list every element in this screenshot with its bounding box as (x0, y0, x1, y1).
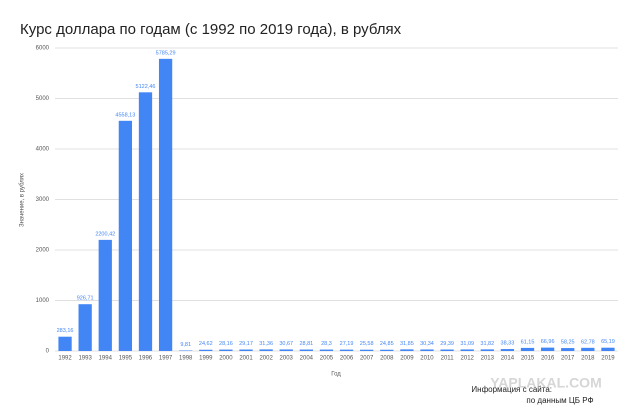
data-label: 61,15 (521, 339, 535, 345)
y-tick-label: 5000 (36, 96, 50, 102)
bar (199, 349, 213, 351)
x-tick-label: 1993 (78, 356, 92, 362)
data-label: 27,19 (340, 341, 354, 347)
bar (239, 349, 253, 351)
bar (319, 349, 334, 351)
bar (380, 349, 394, 351)
bar (299, 349, 313, 351)
chart-title: Курс доллара по годам (с 1992 по 2019 го… (20, 21, 402, 38)
bar (279, 349, 293, 351)
bar (58, 336, 72, 351)
bar (520, 347, 535, 351)
data-label: 65,19 (601, 339, 615, 345)
data-label: 30,34 (420, 341, 434, 347)
bar (500, 349, 515, 351)
x-tick-label: 2014 (501, 356, 515, 362)
x-tick-label: 2019 (601, 356, 615, 362)
bar (360, 349, 374, 351)
y-tick-label: 4000 (36, 147, 50, 153)
bar (78, 304, 92, 351)
data-label: 58,25 (561, 340, 575, 346)
x-tick-label: 2000 (219, 356, 233, 362)
x-tick-label: 1997 (159, 356, 173, 362)
data-label: 24,85 (380, 341, 394, 347)
watermark: YAPLAKAL.COM (490, 375, 602, 391)
x-tick-label: 2006 (340, 356, 354, 362)
data-label: 31,09 (460, 341, 474, 347)
y-tick-label: 0 (46, 349, 50, 355)
y-tick-label: 1000 (36, 298, 50, 304)
data-label: 283,16 (57, 328, 74, 334)
x-tick-label: 2013 (481, 356, 495, 362)
x-tick-label: 1992 (58, 356, 72, 362)
bar (158, 58, 173, 351)
data-label: 28,81 (299, 341, 313, 347)
x-tick-label: 2007 (360, 356, 374, 362)
data-label: 31,85 (400, 341, 414, 347)
x-tick-label: 1996 (139, 356, 153, 362)
bar (118, 120, 133, 351)
bar (480, 349, 494, 351)
x-tick-label: 2012 (461, 356, 475, 362)
x-tick-label: 2005 (320, 356, 334, 362)
y-tick-label: 3000 (36, 197, 50, 203)
data-label: 31,36 (259, 341, 273, 347)
x-tick-label: 2018 (581, 356, 595, 362)
annotation: Информация с сайта: (471, 385, 552, 394)
data-label: 30,67 (279, 341, 293, 347)
bar (440, 349, 454, 351)
data-label: 38,33 (501, 341, 515, 347)
bar (460, 349, 474, 351)
data-label: 2200,42 (95, 231, 115, 237)
bar (219, 349, 233, 351)
y-axis-title: Значение, в рублях (20, 173, 26, 227)
data-label: 28,16 (219, 341, 233, 347)
bar (581, 347, 595, 351)
bar (561, 348, 575, 351)
x-tick-label: 1994 (99, 356, 113, 362)
bar (259, 349, 273, 351)
data-label: 28,3 (321, 341, 332, 347)
x-axis-title: Год (331, 372, 341, 378)
x-tick-label: 2008 (380, 356, 394, 362)
x-tick-label: 2011 (441, 356, 455, 362)
data-label: 31,82 (480, 341, 494, 347)
y-tick-label: 2000 (36, 248, 50, 254)
x-tick-label: 2016 (541, 356, 555, 362)
x-tick-label: 2001 (239, 356, 253, 362)
x-tick-label: 1998 (179, 356, 193, 362)
bar (601, 347, 615, 351)
data-label: 9,81 (180, 342, 191, 348)
x-tick-label: 1995 (119, 356, 133, 362)
bar (420, 349, 434, 351)
y-tick-label: 6000 (36, 46, 50, 52)
data-label: 29,39 (440, 341, 454, 347)
x-tick-label: 1999 (199, 356, 213, 362)
data-label: 66,96 (541, 339, 555, 345)
bar (98, 239, 112, 351)
bar (540, 347, 555, 351)
x-tick-label: 2009 (400, 356, 414, 362)
data-label: 25,58 (360, 341, 374, 347)
data-label: 5785,29 (156, 50, 176, 56)
data-label: 62,78 (581, 339, 595, 345)
x-tick-label: 2004 (300, 356, 314, 362)
x-tick-label: 2015 (521, 356, 535, 362)
data-label: 5122,46 (136, 84, 156, 90)
annotation: по данным ЦБ РФ (526, 396, 593, 405)
data-label: 4558,13 (115, 112, 135, 118)
x-tick-label: 2010 (420, 356, 434, 362)
data-label: 24,62 (199, 341, 213, 347)
data-label: 29,17 (239, 341, 253, 347)
bar (339, 349, 354, 351)
bar (400, 349, 414, 351)
x-tick-label: 2002 (259, 356, 273, 362)
bar (138, 92, 153, 352)
x-tick-label: 2003 (280, 356, 294, 362)
x-tick-label: 2017 (561, 356, 575, 362)
data-label: 926,71 (77, 296, 94, 302)
